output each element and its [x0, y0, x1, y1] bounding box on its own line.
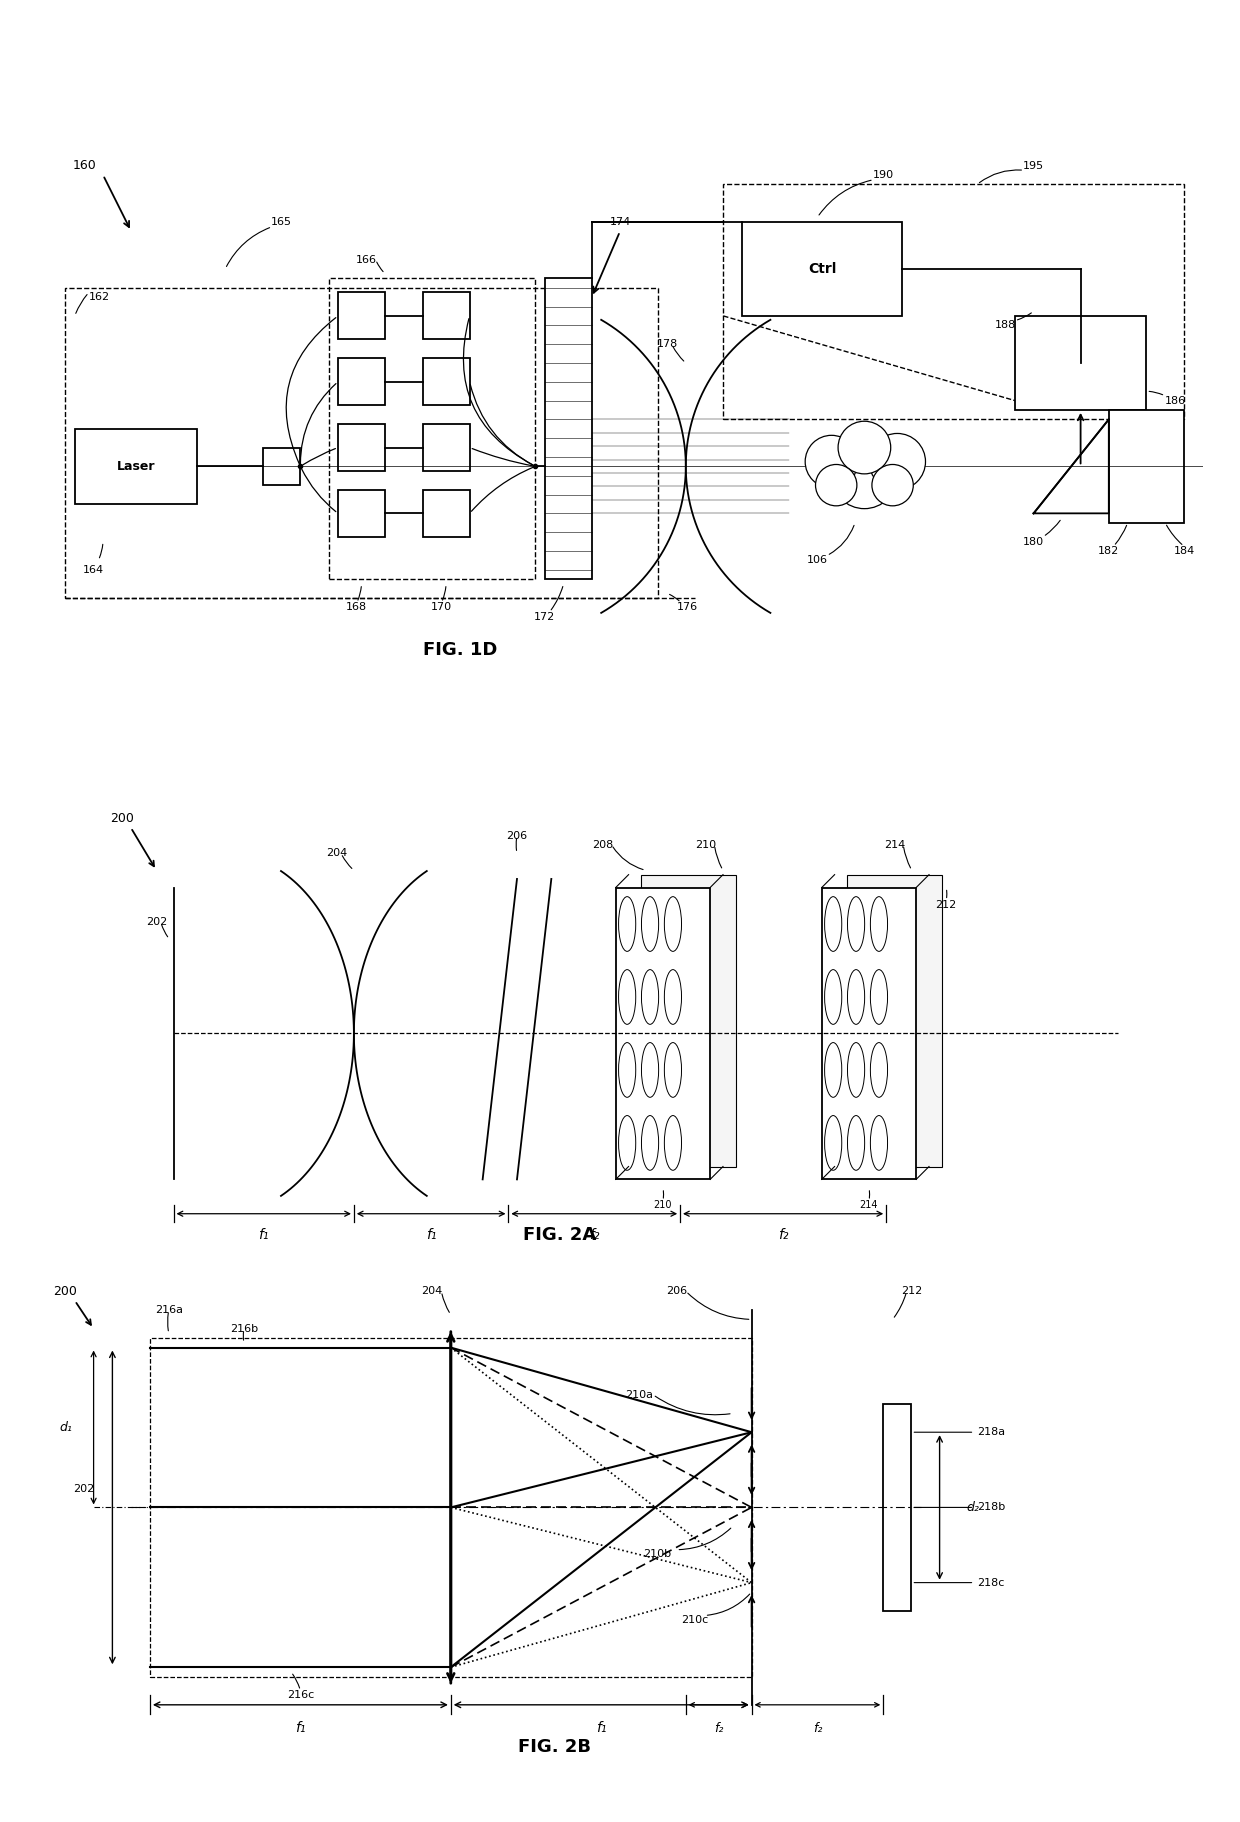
Text: 210: 210	[653, 1201, 672, 1210]
Text: 214: 214	[859, 1201, 878, 1210]
Text: 200: 200	[53, 1285, 77, 1297]
Circle shape	[805, 435, 858, 488]
Text: 210: 210	[696, 840, 717, 849]
Bar	[1014, 315, 1147, 410]
Text: 212: 212	[900, 1286, 923, 1295]
Text: 212: 212	[936, 900, 957, 909]
Text: 214: 214	[884, 840, 905, 849]
Text: 184: 184	[1173, 547, 1194, 556]
Text: f₂: f₂	[589, 1228, 599, 1243]
Bar	[329, 279, 536, 579]
Text: Laser: Laser	[117, 459, 155, 474]
Circle shape	[838, 421, 890, 474]
Text: 204: 204	[422, 1286, 443, 1295]
Text: 172: 172	[534, 612, 556, 621]
Text: 168: 168	[346, 603, 367, 612]
Text: 210b: 210b	[644, 1549, 672, 1560]
Text: 174: 174	[609, 217, 631, 228]
Circle shape	[816, 465, 857, 507]
Text: 210c: 210c	[682, 1616, 709, 1625]
Text: 202: 202	[73, 1483, 94, 1494]
Text: 188: 188	[994, 321, 1016, 330]
Text: f₂: f₂	[812, 1722, 822, 1735]
Text: 176: 176	[676, 603, 698, 612]
Circle shape	[869, 434, 925, 490]
Text: f₁: f₁	[295, 1722, 305, 1735]
Text: FIG. 2B: FIG. 2B	[517, 1738, 590, 1756]
Text: d₂: d₂	[966, 1501, 978, 1514]
Bar	[423, 359, 470, 404]
Bar	[339, 425, 384, 472]
Bar	[1109, 410, 1184, 523]
Text: d₁: d₁	[60, 1421, 72, 1434]
Text: FIG. 1D: FIG. 1D	[423, 641, 497, 658]
Text: 202: 202	[146, 916, 167, 927]
Text: 170: 170	[430, 603, 451, 612]
Text: Ctrl: Ctrl	[808, 262, 836, 275]
Text: f₁: f₁	[596, 1722, 606, 1735]
Text: 216c: 216c	[286, 1691, 314, 1700]
Circle shape	[832, 443, 898, 508]
Text: 218b: 218b	[914, 1503, 1006, 1512]
Bar	[74, 428, 197, 505]
Bar	[263, 448, 300, 485]
Bar	[883, 1405, 911, 1611]
Text: 216b: 216b	[229, 1325, 258, 1334]
Bar	[544, 279, 591, 579]
Bar	[423, 425, 470, 472]
Bar	[822, 887, 916, 1179]
Bar	[847, 875, 942, 1166]
Text: 195: 195	[1023, 160, 1044, 171]
Text: 190: 190	[873, 169, 894, 180]
Text: 216a: 216a	[155, 1305, 182, 1315]
Text: 218c: 218c	[914, 1578, 1004, 1587]
Text: 182: 182	[1099, 547, 1120, 556]
Text: 164: 164	[83, 565, 104, 574]
Text: 208: 208	[593, 840, 614, 849]
Bar	[641, 875, 735, 1166]
Circle shape	[872, 465, 914, 507]
Text: 210a: 210a	[625, 1390, 652, 1399]
Text: 165: 165	[272, 217, 293, 228]
Text: 200: 200	[110, 813, 134, 825]
Text: 178: 178	[656, 339, 677, 350]
Bar	[723, 184, 1184, 419]
Text: 166: 166	[356, 255, 377, 264]
Bar	[339, 490, 384, 537]
Bar	[66, 288, 657, 598]
Bar	[339, 293, 384, 339]
Bar	[743, 222, 901, 315]
Text: 206: 206	[506, 831, 527, 842]
Text: 218a: 218a	[914, 1427, 1006, 1438]
Text: 204: 204	[326, 849, 347, 858]
Text: f₁: f₁	[258, 1228, 269, 1243]
Text: 160: 160	[72, 159, 95, 171]
Bar	[423, 490, 470, 537]
Text: 186: 186	[1166, 395, 1187, 406]
Bar	[423, 293, 470, 339]
Text: FIG. 2A: FIG. 2A	[523, 1226, 596, 1244]
Text: f₁: f₁	[425, 1228, 436, 1243]
Text: f₂: f₂	[714, 1722, 723, 1735]
Bar	[150, 1337, 751, 1676]
Text: 206: 206	[666, 1286, 687, 1295]
Text: 106: 106	[807, 556, 828, 565]
Text: 180: 180	[1023, 536, 1044, 547]
Text: 162: 162	[89, 292, 110, 302]
Bar	[339, 359, 384, 404]
Text: f₂: f₂	[777, 1228, 789, 1243]
Bar	[616, 887, 711, 1179]
